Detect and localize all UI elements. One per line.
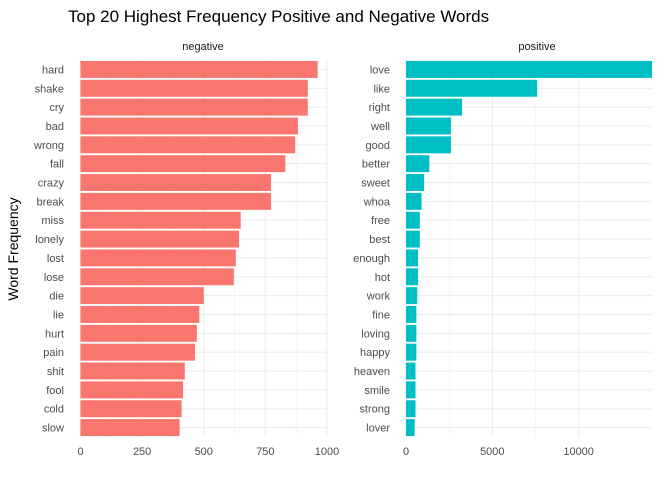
category-label-lonely: lonely <box>35 234 64 246</box>
bar-pain <box>80 343 195 361</box>
bar-hurt <box>80 324 197 342</box>
category-label-smile: smile <box>364 385 390 397</box>
bar-lover <box>406 419 415 437</box>
bar-break <box>80 192 272 210</box>
category-label-cold: cold <box>44 404 64 416</box>
bar-fine <box>406 305 417 323</box>
category-label-work: work <box>366 291 391 303</box>
facet-strip-label: negative <box>182 41 224 53</box>
category-label-strong: strong <box>359 404 390 416</box>
bar-free <box>406 211 420 229</box>
category-label-heaven: heaven <box>354 366 390 378</box>
category-label-happy: happy <box>360 347 390 359</box>
bar-love <box>406 60 652 78</box>
y-axis-label: Word Frequency <box>5 197 21 300</box>
category-label-pain: pain <box>43 347 64 359</box>
x-tick-label: 5000 <box>480 446 504 458</box>
category-label-best: best <box>369 234 390 246</box>
category-label-die: die <box>49 291 64 303</box>
category-label-bad: bad <box>46 121 64 133</box>
category-label-free: free <box>371 215 390 227</box>
category-label-whoa: whoa <box>363 196 391 208</box>
bar-fall <box>80 155 286 173</box>
category-label-lose: lose <box>44 272 64 284</box>
category-label-lie: lie <box>53 309 64 321</box>
category-label-miss: miss <box>41 215 64 227</box>
panel-negative: negative hard shake cry bad wrong fall crazy bre… <box>33 41 339 458</box>
bar-best <box>406 230 420 248</box>
bar-fool <box>80 381 184 399</box>
bar-miss <box>80 211 241 229</box>
category-label-crazy: crazy <box>38 178 65 190</box>
category-label-lost: lost <box>47 253 64 265</box>
bar-work <box>406 287 418 305</box>
bar-right <box>406 98 463 116</box>
category-label-hurt: hurt <box>45 328 64 340</box>
category-label-shake: shake <box>35 83 64 95</box>
bar-crazy <box>80 174 272 192</box>
bar-cry <box>80 98 308 116</box>
category-label-enough: enough <box>353 253 390 265</box>
category-label-right: right <box>369 102 390 114</box>
x-tick-label: 0 <box>403 446 409 458</box>
category-label-better: better <box>362 159 390 171</box>
category-label-well: well <box>370 121 390 133</box>
category-label-hard: hard <box>42 64 64 76</box>
category-label-fine: fine <box>372 309 390 321</box>
category-label-like: like <box>373 83 390 95</box>
bar-sweet <box>406 174 425 192</box>
bar-lie <box>80 305 200 323</box>
bar-loving <box>406 324 417 342</box>
category-label-loving: loving <box>361 328 390 340</box>
x-tick-label: 0 <box>77 446 83 458</box>
bar-good <box>406 136 451 154</box>
x-tick-label: 250 <box>133 446 151 458</box>
bar-bad <box>80 117 298 135</box>
category-label-hot: hot <box>375 272 390 284</box>
x-tick-label: 10000 <box>563 446 594 458</box>
category-label-cry: cry <box>49 102 64 114</box>
bar-cold <box>80 400 182 418</box>
category-label-break: break <box>36 196 64 208</box>
bar-better <box>406 155 430 173</box>
chart-title: Top 20 Highest Frequency Positive and Ne… <box>68 7 489 26</box>
bar-like <box>406 79 538 97</box>
category-label-fall: fall <box>50 159 64 171</box>
bar-hot <box>406 268 419 286</box>
category-label-shit: shit <box>47 366 64 378</box>
bar-lonely <box>80 230 239 248</box>
bar-strong <box>406 400 416 418</box>
category-label-fool: fool <box>46 385 64 397</box>
bar-shake <box>80 79 308 97</box>
category-label-love: love <box>370 64 390 76</box>
bar-happy <box>406 343 417 361</box>
bar-whoa <box>406 192 422 210</box>
bar-heaven <box>406 362 416 380</box>
bar-lose <box>80 268 234 286</box>
bar-lost <box>80 249 236 267</box>
panel-positive: positive love like right well good better sweet… <box>353 41 652 458</box>
bar-shit <box>80 362 185 380</box>
facet-strip-label: positive <box>518 41 555 53</box>
x-tick-label: 500 <box>195 446 213 458</box>
category-label-slow: slow <box>42 423 64 435</box>
bar-hard <box>80 60 318 78</box>
category-label-lover: lover <box>366 423 390 435</box>
x-tick-label: 1000 <box>315 446 339 458</box>
x-tick-label: 750 <box>256 446 274 458</box>
category-label-wrong: wrong <box>33 140 64 152</box>
bar-enough <box>406 249 419 267</box>
bar-wrong <box>80 136 296 154</box>
bar-die <box>80 287 204 305</box>
bar-smile <box>406 381 416 399</box>
bar-well <box>406 117 451 135</box>
bar-slow <box>80 419 180 437</box>
category-label-good: good <box>366 140 390 152</box>
category-label-sweet: sweet <box>361 178 390 190</box>
